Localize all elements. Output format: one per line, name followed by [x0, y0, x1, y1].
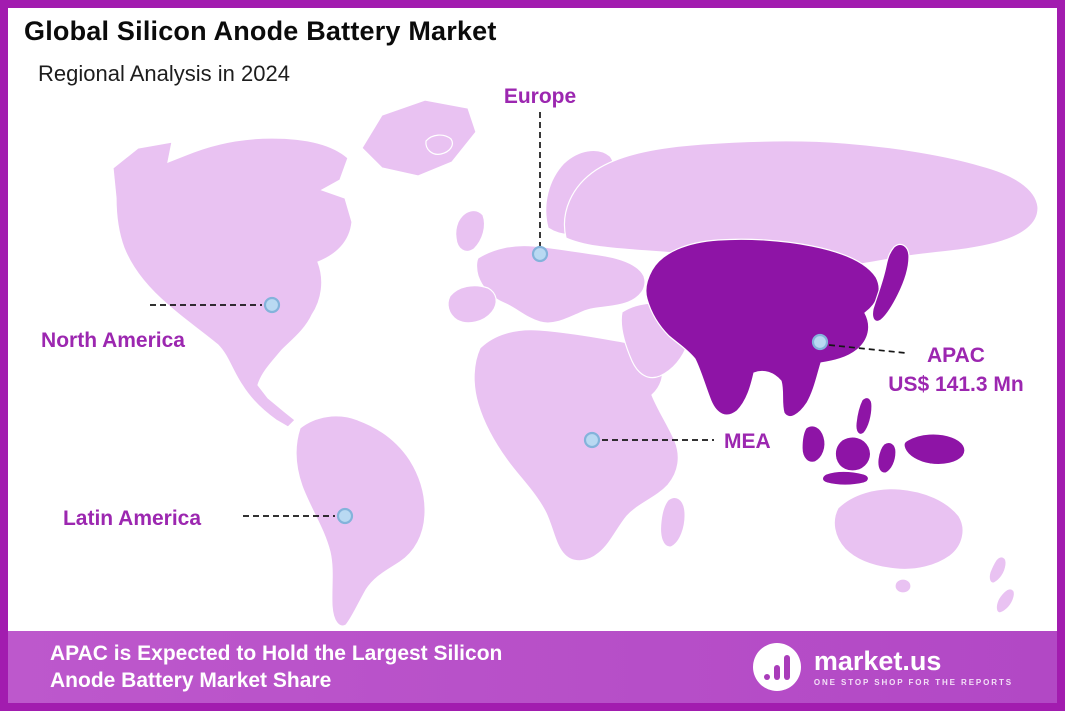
page-subtitle: Regional Analysis in 2024 — [38, 61, 290, 86]
brand-text: market.us ONE STOP SHOP FOR THE REPORTS — [814, 647, 1013, 687]
marketus-logo-icon — [752, 643, 801, 691]
region-tasmania — [894, 578, 912, 594]
region-europe-mainland — [475, 244, 646, 324]
logo-bar-icon — [783, 655, 790, 680]
label-latin-america: Latin America — [62, 507, 202, 530]
banner-headline-line1: APAC is Expected to Hold the Largest Sil… — [50, 642, 503, 665]
leader-line-apac — [828, 344, 907, 354]
region-north-america — [112, 137, 353, 428]
region-java — [821, 470, 870, 486]
label-apac-value: US$ 141.3 Mn — [888, 373, 1024, 396]
marker-apac — [811, 333, 829, 351]
page-title: Global Silicon Anode Battery Market — [24, 16, 497, 46]
region-sulawesi — [877, 441, 897, 474]
region-philippines — [855, 396, 873, 435]
logo-bar-icon — [773, 665, 780, 680]
footer-banner: APAC is Expected to Hold the Largest Sil… — [8, 631, 1057, 703]
region-madagascar — [659, 496, 686, 548]
marker-mea — [583, 431, 601, 449]
marker-north-america — [263, 296, 281, 314]
label-north-america: North America — [41, 329, 185, 352]
region-africa — [473, 329, 679, 562]
region-australia — [833, 488, 964, 571]
region-south-america — [295, 415, 426, 627]
label-mea: MEA — [724, 430, 771, 453]
region-borneo — [834, 436, 872, 472]
marker-europe — [531, 245, 549, 263]
label-apac-name: APAC — [927, 344, 985, 367]
region-uk — [455, 209, 486, 252]
label-apac: APAC US$ 141.3 Mn — [868, 341, 1044, 399]
region-sumatra — [801, 425, 826, 463]
brand-tagline: ONE STOP SHOP FOR THE REPORTS — [813, 678, 1013, 687]
banner-headline-line2: Anode Battery Market Share — [50, 669, 332, 692]
region-apac-mainland — [645, 238, 880, 418]
region-iceland — [425, 134, 453, 155]
marker-latin-america — [336, 507, 354, 525]
logo-dot-icon — [763, 674, 770, 680]
region-japan — [871, 243, 910, 322]
region-new-guinea — [903, 433, 966, 466]
banner-headline: APAC is Expected to Hold the Largest Sil… — [50, 640, 502, 694]
region-greenland — [361, 99, 477, 177]
label-europe: Europe — [503, 85, 577, 108]
region-iberia — [447, 285, 497, 324]
region-new-zealand-north — [988, 556, 1007, 584]
brand-name: market.us — [813, 646, 942, 676]
brand-lockup: market.us ONE STOP SHOP FOR THE REPORTS — [752, 643, 1013, 691]
region-new-zealand-south — [995, 588, 1015, 614]
